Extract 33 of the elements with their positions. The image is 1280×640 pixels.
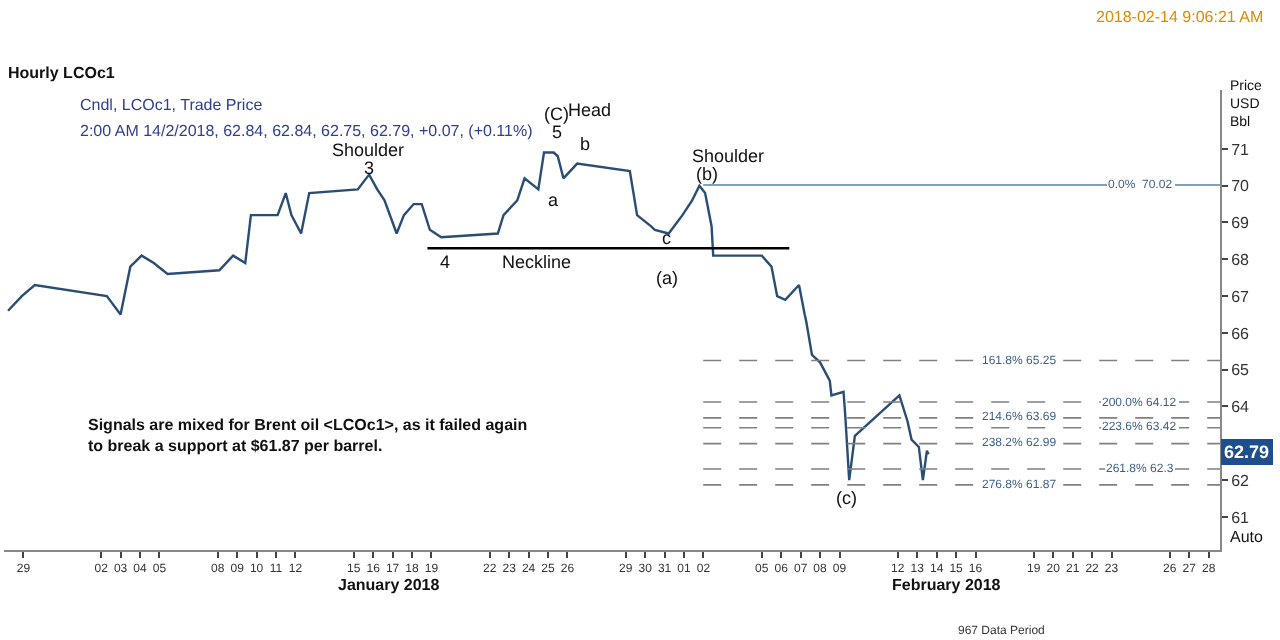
text: February 2018 [892,576,1002,594]
annotation: (b) [696,164,718,184]
y-tick-label: 67 [1231,287,1251,306]
annotation: Shoulder [692,146,765,166]
text: 62.79 [1224,442,1270,462]
y-tick-label: 65 [1231,361,1251,380]
y-tick-label: 62 [1231,471,1251,490]
annotation: (c) [836,488,857,508]
annotation: (C) [544,104,569,124]
annotation: Head [568,100,612,120]
annotation: 2:00 AM 14/2/2018, 62.84, 62.84, 62.75, 62.79, +0.07, (+0.11%) [80,122,534,140]
annotation: Shoulder [332,140,405,160]
y-tick-label: 64 [1231,398,1251,417]
text: 2018-02-14 9:06:21 AM [1096,8,1264,26]
y-tick-label: 61 [1231,508,1251,527]
y-tick-label: 66 [1231,324,1251,343]
annotation: (a) [656,268,678,288]
annotation: c [662,228,672,248]
annotation: b [580,134,591,154]
text: January 2018 [338,576,441,594]
annotation: 5 [552,122,563,142]
annotation: Signals are mixed for Brent oil <LCOc1>, as it failed again to break a support at $61.87 per barrel. [88,416,528,455]
annotation: 3 [364,158,375,178]
annotation: a [548,190,559,210]
y-tick-label: 68 [1231,250,1251,269]
text: Auto [1230,528,1265,546]
y-tick-label: 69 [1231,214,1251,233]
annotation: Neckline [502,252,572,272]
y-tick-label: 71 [1231,140,1251,159]
annotation: 4 [440,252,451,272]
y-tick-label: 70 [1231,177,1251,196]
chart-title: Hourly LCOc1 [8,64,116,82]
chart-subtitle: Cndl, LCOc1, Trade Price [80,96,264,114]
